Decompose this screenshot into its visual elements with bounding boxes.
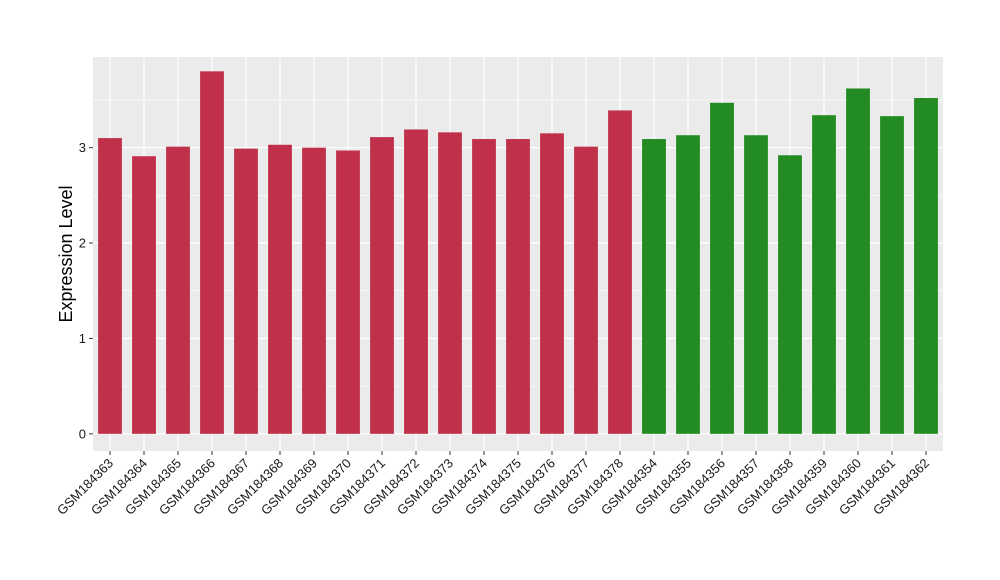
bar-GSM184378 xyxy=(608,110,632,434)
bar-GSM184376 xyxy=(540,133,564,434)
bar-GSM184359 xyxy=(812,115,836,434)
bar-GSM184364 xyxy=(132,156,156,434)
x-axis: GSM184363GSM184364GSM184365GSM184366GSM1… xyxy=(54,451,932,518)
bar-GSM184377 xyxy=(574,146,598,434)
bar-GSM184362 xyxy=(914,98,938,434)
y-axis-title: Expression Level xyxy=(56,185,76,322)
bar-GSM184370 xyxy=(336,150,360,434)
y-tick-label: 1 xyxy=(79,331,86,346)
bar-GSM184355 xyxy=(676,135,700,434)
y-tick-label: 0 xyxy=(79,426,86,441)
bar-GSM184354 xyxy=(642,139,666,434)
bar-GSM184363 xyxy=(98,138,122,434)
bar-GSM184367 xyxy=(234,148,258,434)
bar-GSM184360 xyxy=(846,88,870,434)
bar-GSM184368 xyxy=(268,144,292,434)
y-tick-label: 3 xyxy=(79,140,86,155)
bar-GSM184366 xyxy=(200,71,224,434)
bar-GSM184372 xyxy=(404,129,428,434)
y-axis: 0 1 2 3 xyxy=(79,140,93,441)
bar-GSM184373 xyxy=(438,132,462,434)
bars xyxy=(98,71,938,434)
bar-GSM184375 xyxy=(506,139,530,434)
bar-GSM184358 xyxy=(778,155,802,434)
bar-GSM184357 xyxy=(744,135,768,434)
y-tick-label: 2 xyxy=(79,236,86,251)
bar-GSM184369 xyxy=(302,147,326,434)
bar-GSM184371 xyxy=(370,137,394,434)
bar-GSM184374 xyxy=(472,139,496,434)
bar-GSM184361 xyxy=(880,116,904,434)
bar-GSM184365 xyxy=(166,146,190,434)
bar-GSM184356 xyxy=(710,102,734,434)
